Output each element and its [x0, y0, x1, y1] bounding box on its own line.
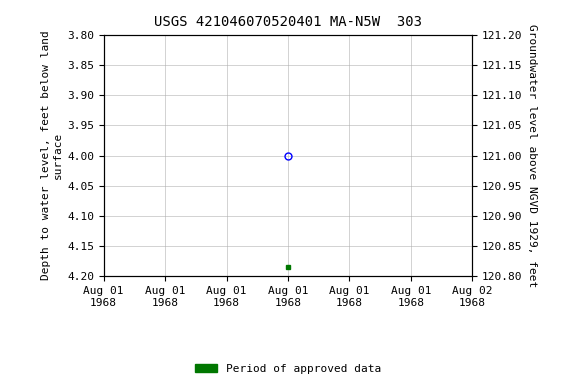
Y-axis label: Groundwater level above NGVD 1929, feet: Groundwater level above NGVD 1929, feet [526, 24, 537, 287]
Title: USGS 421046070520401 MA-N5W  303: USGS 421046070520401 MA-N5W 303 [154, 15, 422, 29]
Y-axis label: Depth to water level, feet below land
surface: Depth to water level, feet below land su… [41, 31, 63, 280]
Legend: Period of approved data: Period of approved data [191, 359, 385, 379]
